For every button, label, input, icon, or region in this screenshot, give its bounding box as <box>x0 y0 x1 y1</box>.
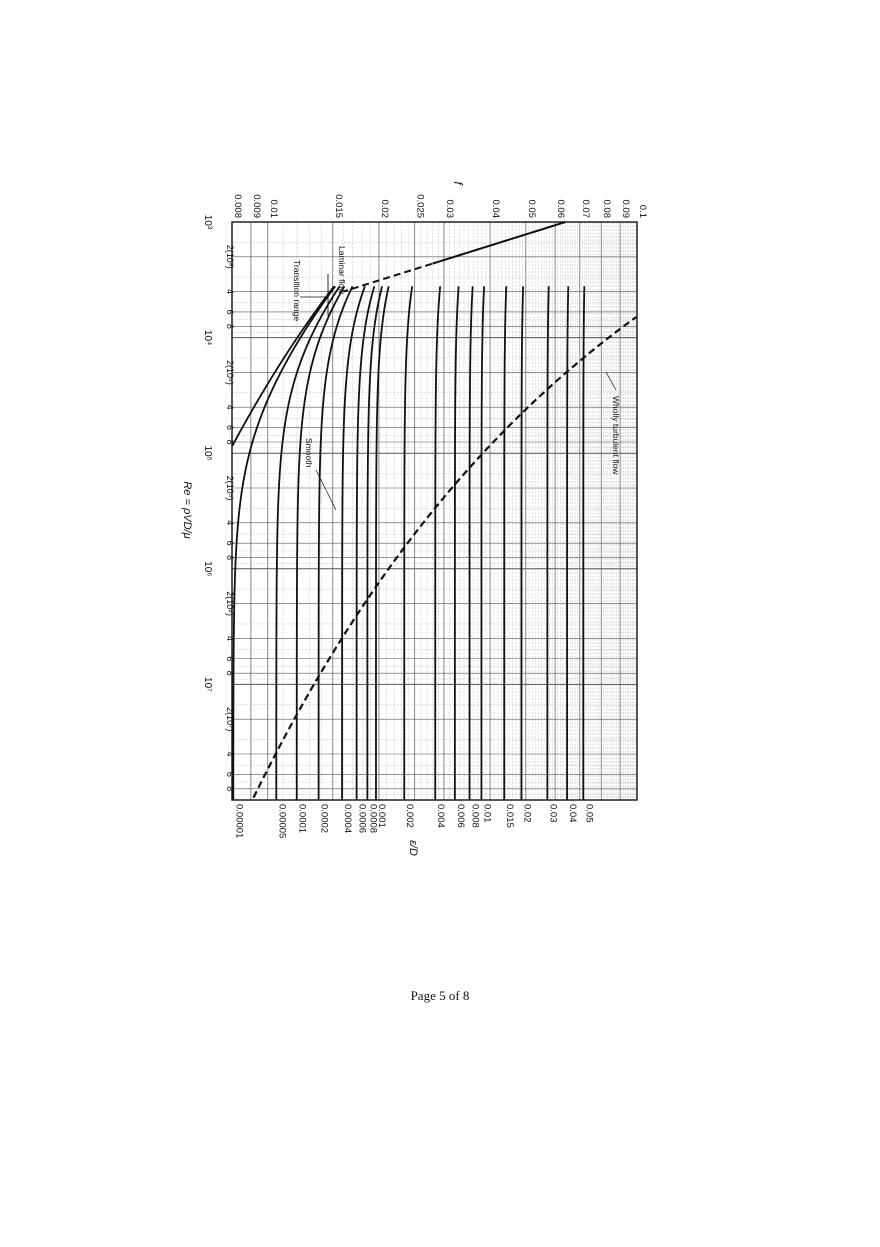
re-minor-label: 2(10⁴) <box>225 360 235 385</box>
f-tick-label: 0.06 <box>555 200 566 219</box>
re-minor-label: 6 <box>225 772 235 777</box>
annotation-smooth: Smooth <box>304 438 314 468</box>
re-minor-label: 8 <box>225 671 235 676</box>
chart-labels: 0.008 0.009 0.01 0.015 0.02 0.025 0.03 0.04 0.05… <box>181 181 648 856</box>
re-minor-label: 4 <box>225 751 235 756</box>
roughness-curve <box>434 286 442 800</box>
re-minor-label: 4 <box>225 636 235 641</box>
roughness-tick-label: 0.0002 <box>319 804 330 833</box>
re-minor-label: 8 <box>225 324 235 329</box>
re-minor-label: 2(10⁶) <box>225 591 235 616</box>
annotation-transition-range: Transition range <box>292 260 302 321</box>
roughness-curve <box>341 286 366 800</box>
plot-border <box>231 221 638 801</box>
roughness-curve <box>453 286 460 800</box>
f-tick-label: 0.015 <box>333 194 344 218</box>
re-axis-label: Re = ρVD/μ <box>181 481 193 538</box>
smooth-leader <box>315 469 337 511</box>
roughness-curve <box>546 286 550 800</box>
roughness-curve <box>582 286 586 800</box>
roughness-tick-label: 0.02 <box>521 804 532 823</box>
re-minor-label: 8 <box>225 439 235 444</box>
roughness-tick-label: 0.01 <box>481 804 492 823</box>
roughness-curve <box>375 286 390 800</box>
roughness-curve <box>503 286 508 800</box>
roughness-curve <box>275 285 341 800</box>
roughness-tick-label: 0.04 <box>567 804 578 823</box>
f-tick-label: 0.08 <box>601 200 612 219</box>
roughness-tick-label: 0.008 <box>470 804 481 828</box>
turbulent-leader <box>605 371 617 391</box>
f-tick-label: 0.05 <box>526 200 537 219</box>
chart-frame <box>231 221 638 801</box>
f-tick-label: 0.07 <box>580 200 591 219</box>
f-tick-label: 0.01 <box>268 200 279 219</box>
re-minor-label: 2(10⁵) <box>225 476 235 501</box>
f-tick-label: 0.03 <box>444 200 455 219</box>
roughness-curve <box>366 286 383 800</box>
chart-curves <box>231 221 637 800</box>
re-decade-label: 10⁵ <box>202 446 213 461</box>
roughness-tick-label: 0.05 <box>583 804 594 823</box>
roughness-curve <box>468 286 474 800</box>
re-minor-label: 6 <box>225 541 235 546</box>
re-minor-label: 6 <box>225 425 235 430</box>
re-minor-label: 2(10³) <box>225 245 235 269</box>
roughness-curve <box>355 286 376 800</box>
re-minor-label: 6 <box>225 309 235 314</box>
re-decade-label: 10⁶ <box>202 561 213 576</box>
roughness-curve <box>480 286 486 800</box>
f-tick-label: 0.025 <box>415 194 426 218</box>
re-minor-label: 4 <box>225 405 235 410</box>
roughness-curve <box>520 286 525 800</box>
f-tick-label: 0.04 <box>490 200 501 219</box>
roughness-curve <box>403 286 414 800</box>
re-decade-label: 10³ <box>202 215 213 230</box>
roughness-tick-label: 0.0006 <box>357 804 368 833</box>
re-minor-label: 6 <box>225 656 235 661</box>
f-axis-label: f <box>451 181 465 186</box>
roughness-tick-label: 0.006 <box>455 804 466 828</box>
roughness-tick-label: 0.001 <box>376 804 387 828</box>
re-minor-label: 8 <box>225 555 235 560</box>
annotation-wholly-turbulent: Wholly turbulent flow <box>611 396 621 475</box>
smooth-curve <box>231 285 335 447</box>
roughness-tick-label: 0.0004 <box>342 804 353 833</box>
roughness-axis-label: ε/D <box>407 840 419 856</box>
roughness-tick-label: 0.0008 <box>367 804 378 833</box>
annotation-laminar-flow: Laminar flow <box>337 246 347 295</box>
roughness-curve <box>317 285 354 800</box>
re-decade-label: 10⁴ <box>202 330 213 345</box>
roughness-tick-label: 0.0001 <box>297 804 308 833</box>
f-tick-label: 0.1 <box>637 205 648 218</box>
roughness-tick-label: 0.00005 <box>276 804 287 838</box>
re-minor-label: 8 <box>225 786 235 791</box>
roughness-tick-label: 0.002 <box>404 804 415 828</box>
re-minor-label: 4 <box>225 520 235 525</box>
re-minor-label: 2(10⁷) <box>225 707 235 731</box>
roughness-tick-label: 0.00001 <box>233 804 244 838</box>
re-decade-label: 10⁷ <box>202 677 213 692</box>
re-minor-label: 4 <box>225 289 235 294</box>
roughness-tick-label: 0.004 <box>435 804 446 828</box>
laminar-dashed-line <box>342 262 433 293</box>
roughness-tick-label: 0.03 <box>547 804 558 823</box>
f-tick-label: 0.009 <box>251 194 262 218</box>
roughness-curve <box>232 285 336 800</box>
f-tick-label: 0.09 <box>620 200 631 219</box>
page-number: Page 5 of 8 <box>410 988 470 1003</box>
f-tick-label: 0.008 <box>232 194 243 218</box>
roughness-tick-label: 0.015 <box>504 804 515 828</box>
laminar-line <box>432 221 566 265</box>
f-tick-label: 0.02 <box>379 200 390 219</box>
turbulent-boundary-line <box>252 316 637 799</box>
